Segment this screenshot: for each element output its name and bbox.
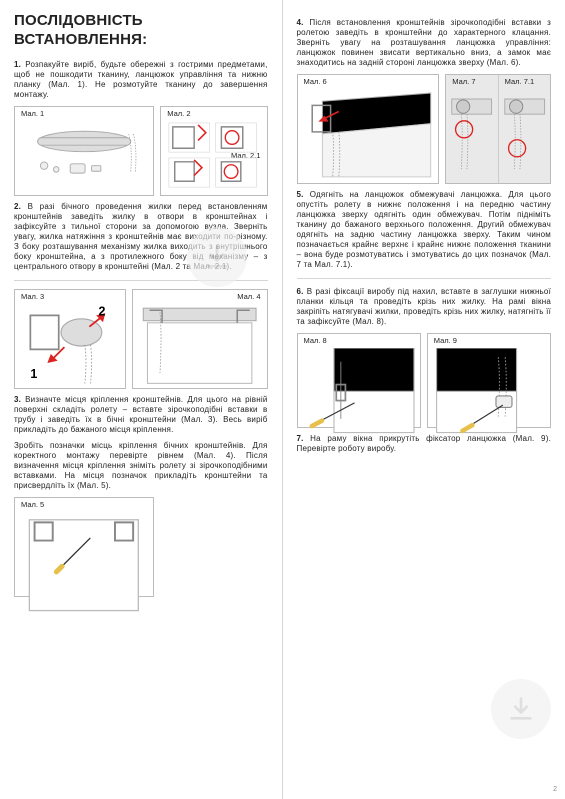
watermark-icon <box>187 227 247 287</box>
figure-6-label: Мал. 6 <box>302 77 329 86</box>
figure-row-1: Мал. 1 Мал. 2 Мал. 2.1 <box>14 106 268 196</box>
figure-1-label: Мал. 1 <box>19 109 46 118</box>
figure-9-svg <box>432 348 546 434</box>
badge-2: 2 <box>98 304 105 318</box>
right-column: 4. Після встановлення кронштейнів зірочк… <box>283 0 565 799</box>
figure-5-label: Мал. 5 <box>19 500 46 509</box>
step-5-text: 5. Одягніть на ланцюжок обмежувачі ланцю… <box>297 190 552 270</box>
divider-2 <box>297 278 552 279</box>
figure-5-svg <box>19 512 149 616</box>
instruction-page: ПОСЛІДОВНІСТЬ ВСТАНОВЛЕННЯ: 1. Розпакуйт… <box>0 0 565 799</box>
figure-8-label: Мал. 8 <box>302 336 329 345</box>
figure-3: Мал. 3 1 2 <box>14 289 126 389</box>
figure-1-svg <box>19 121 149 186</box>
figure-3-svg: 1 2 <box>19 304 121 395</box>
figure-5-spacer <box>160 497 268 597</box>
figure-row-4: Мал. 6 click Мал. 7 <box>297 74 552 184</box>
figure-2-svg <box>165 121 262 189</box>
page-number: 2 <box>553 786 557 795</box>
step-3b-text: Зробіть позначки місць кріплення бічних … <box>14 441 268 491</box>
figure-7-1-label: Мал. 7.1 <box>503 77 536 86</box>
figure-7: Мал. 7 Мал. 7.1 <box>445 74 551 184</box>
step-7-text: 7. На раму вікна прикрутіть фіксатор лан… <box>297 434 552 454</box>
figure-6-svg: click <box>302 89 435 181</box>
left-column: ПОСЛІДОВНІСТЬ ВСТАНОВЛЕННЯ: 1. Розпакуйт… <box>0 0 283 799</box>
figure-row-5: Мал. 8 Мал. 9 <box>297 333 552 428</box>
figure-4: Мал. 4 <box>132 289 267 389</box>
step-6-text: 6. В разі фіксації виробу під нахил, вст… <box>297 287 552 327</box>
figure-8: Мал. 8 <box>297 333 421 428</box>
figure-4-label: Мал. 4 <box>235 292 262 301</box>
page-title: ПОСЛІДОВНІСТЬ ВСТАНОВЛЕННЯ: <box>14 12 268 50</box>
figure-row-2: Мал. 3 1 2 Мал. 4 <box>14 289 268 389</box>
step-4-text: 4. Після встановлення кронштейнів зірочк… <box>297 18 552 68</box>
figure-6: Мал. 6 click <box>297 74 440 184</box>
figure-2-label: Мал. 2 <box>165 109 192 118</box>
step-3-text: 3. Визначте місця кріплення кронштейнів.… <box>14 395 268 435</box>
figure-1: Мал. 1 <box>14 106 154 196</box>
badge-1: 1 <box>30 366 37 380</box>
click-label: click <box>338 101 359 111</box>
figure-9-label: Мал. 9 <box>432 336 459 345</box>
figure-3-label: Мал. 3 <box>19 292 46 301</box>
figure-9: Мал. 9 <box>427 333 551 428</box>
figure-5: Мал. 5 <box>14 497 154 597</box>
figure-2: Мал. 2 Мал. 2.1 <box>160 106 267 196</box>
figure-4-svg <box>137 304 262 388</box>
watermark-icon-2 <box>491 679 551 739</box>
figure-7-label: Мал. 7 <box>450 77 477 86</box>
step-1-text: 1. Розпакуйте виріб, будьте обережні з г… <box>14 60 268 100</box>
figure-row-3: Мал. 5 <box>14 497 268 597</box>
figure-8-svg <box>302 348 416 434</box>
